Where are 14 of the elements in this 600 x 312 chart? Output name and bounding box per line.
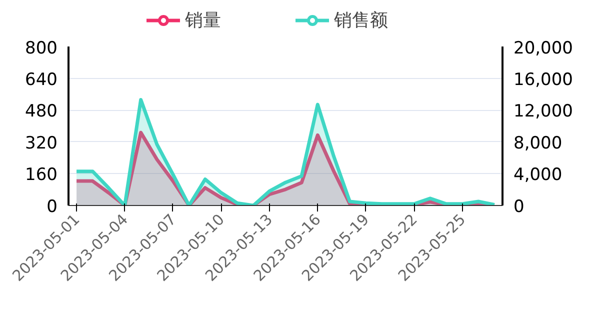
legend-label: 销量 [185, 9, 222, 32]
y-tick-label: 800 [25, 38, 58, 58]
y-tick-label: 640 [25, 70, 58, 90]
y2-tick-label: 0 [514, 197, 524, 217]
y2-tick-label: 16,000 [514, 70, 573, 90]
y-tick-label: 160 [25, 165, 58, 186]
y2-tick-label: 20,000 [514, 38, 573, 58]
y2-tick-label: 12,000 [514, 102, 573, 122]
legend-label: 销售额 [334, 9, 389, 32]
y-tick-label: 0 [46, 197, 58, 217]
y-tick-label: 320 [25, 133, 58, 154]
y-tick-label: 480 [25, 102, 58, 122]
y2-tick-label: 4,000 [514, 165, 562, 186]
y2-tick-label: 8,000 [514, 133, 562, 154]
